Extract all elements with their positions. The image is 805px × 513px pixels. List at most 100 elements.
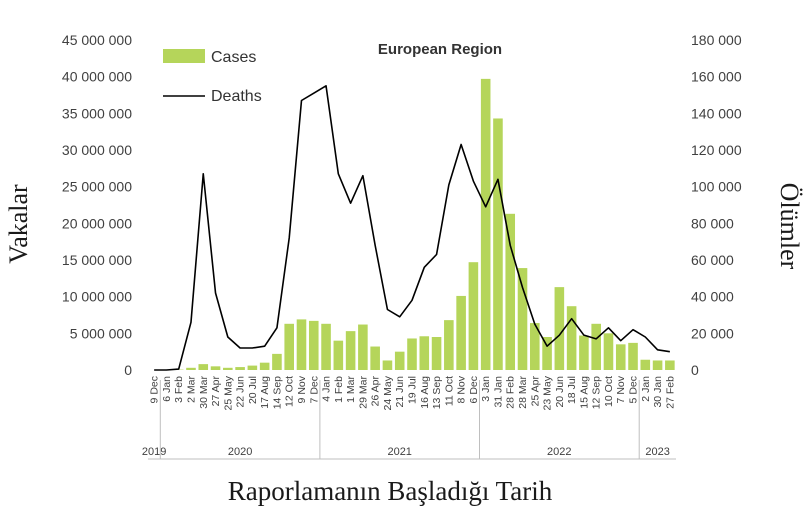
year-label: 2021 [387, 446, 411, 458]
bar-cases [652, 360, 663, 370]
left-axis-ticks: 0 5 000 000 10 000 000 15 000 000 20 000 000… [62, 32, 132, 378]
bar-cases [530, 323, 540, 370]
x-tick-label: 23 May [542, 375, 554, 410]
right-tick-label: 120 000 [691, 142, 742, 158]
x-tick-label: 15 Aug [578, 376, 590, 409]
x-tick-label: 7 Dec [308, 376, 320, 403]
right-tick-label: 100 000 [691, 179, 742, 195]
bar-cases [431, 337, 442, 370]
bar-cases [259, 362, 270, 370]
bar-cases [394, 351, 405, 370]
bar-cases [444, 320, 454, 370]
right-tick-label: 0 [691, 362, 699, 378]
x-tick-label: 27 Apr [210, 375, 222, 406]
right-axis-ticks: 0 20 000 40 000 60 000 80 000 100 000 120 000 1… [691, 32, 742, 378]
bar-cases [628, 342, 638, 370]
right-tick-label: 20 000 [691, 325, 734, 341]
x-tick-label: 2 Jan [640, 376, 652, 402]
bar-cases [505, 213, 516, 370]
right-tick-label: 80 000 [691, 215, 734, 231]
bar-cases [603, 333, 614, 370]
legend: Cases Deaths [163, 49, 262, 105]
bar-cases [308, 320, 319, 370]
legend-cases-swatch [163, 49, 205, 63]
x-tick-label: 30 Jan [652, 376, 664, 408]
x-tick-label: 5 Dec [628, 376, 640, 403]
left-tick-label: 35 000 000 [62, 105, 132, 121]
x-tick-label: 6 Jan [161, 376, 173, 402]
bar-cases [591, 323, 601, 370]
bar-cases [223, 367, 233, 370]
bar-cases [640, 359, 651, 370]
x-tick-label: 25 May [222, 375, 234, 410]
x-tick-label: 30 Mar [198, 376, 210, 409]
left-tick-label: 10 000 000 [62, 289, 132, 305]
x-tick-label: 9 Nov [296, 375, 308, 403]
bar-cases [456, 295, 466, 370]
right-tick-label: 140 000 [691, 105, 742, 121]
bar-cases [321, 323, 331, 370]
x-tick-label: 20 Jun [554, 376, 566, 408]
bar-cases [296, 319, 307, 370]
x-tick-label: 1 Mar [345, 376, 357, 403]
x-tick-label: 12 Sep [591, 376, 603, 409]
bar-cases [517, 268, 528, 370]
x-tick-label: 12 Oct [284, 376, 296, 407]
bar-cases [665, 360, 675, 370]
bar-cases [198, 364, 209, 370]
year-label: 2023 [645, 446, 669, 458]
x-tick-label: 29 Mar [357, 376, 369, 409]
x-tick-label: 9 Dec [149, 376, 161, 403]
x-tick-label: 17 Aug [259, 376, 271, 409]
x-tick-label: 8 Nov [456, 375, 468, 403]
x-tick-label: 28 Feb [505, 376, 517, 409]
left-axis-label: Vakalar [4, 184, 33, 264]
bar-cases [358, 324, 368, 370]
bar-cases [186, 367, 196, 370]
x-tick-label: 3 Jan [480, 376, 492, 402]
x-tick-label: 1 Feb [333, 376, 345, 403]
left-tick-label: 40 000 000 [62, 69, 132, 85]
x-tick-label: 18 Jul [566, 376, 578, 404]
x-tick-label: 10 Oct [603, 376, 615, 407]
legend-cases-label: Cases [211, 49, 256, 66]
x-tick-label: 21 Jun [394, 376, 406, 408]
x-tick-label: 3 Feb [173, 376, 185, 403]
bar-cases [615, 344, 626, 370]
right-axis-label: Ölümler [775, 183, 804, 270]
bar-cases [272, 353, 282, 370]
x-tick-label: 31 Jan [493, 376, 505, 408]
bar-cases [480, 78, 491, 371]
right-tick-label: 160 000 [691, 69, 742, 85]
bar-cases [419, 336, 430, 370]
left-tick-label: 45 000 000 [62, 32, 132, 48]
bar-cases [407, 338, 417, 370]
bar-cases [345, 331, 356, 370]
deaths-line [154, 85, 670, 371]
x-tick-label: 26 Apr [370, 375, 382, 406]
year-label: 2019 [142, 446, 166, 458]
x-tick-label: 13 Sep [431, 376, 443, 409]
x-tick-label: 20 Jul [247, 376, 259, 404]
year-label: 2020 [228, 446, 252, 458]
right-tick-label: 180 000 [691, 32, 742, 48]
x-tick-label: 11 Oct [443, 376, 455, 406]
bar-cases [333, 340, 344, 370]
right-tick-label: 60 000 [691, 252, 734, 268]
year-label: 2022 [547, 446, 571, 458]
x-tick-label: 28 Mar [517, 376, 529, 409]
left-tick-label: 20 000 000 [62, 215, 132, 231]
left-tick-label: 0 [124, 362, 132, 378]
chart-title: European Region [378, 41, 502, 58]
left-tick-label: 5 000 000 [70, 325, 132, 341]
bar-cases [493, 118, 503, 370]
x-tick-label: 16 Aug [419, 376, 431, 409]
x-tick-label: 25 Apr [529, 375, 541, 406]
x-tick-label: 22 Jun [235, 376, 247, 408]
bar-cases [235, 367, 245, 370]
bar-cases [579, 335, 589, 370]
bar-cases [554, 287, 565, 370]
legend-deaths-label: Deaths [211, 88, 262, 105]
x-tick-label: 19 Jul [407, 376, 419, 404]
